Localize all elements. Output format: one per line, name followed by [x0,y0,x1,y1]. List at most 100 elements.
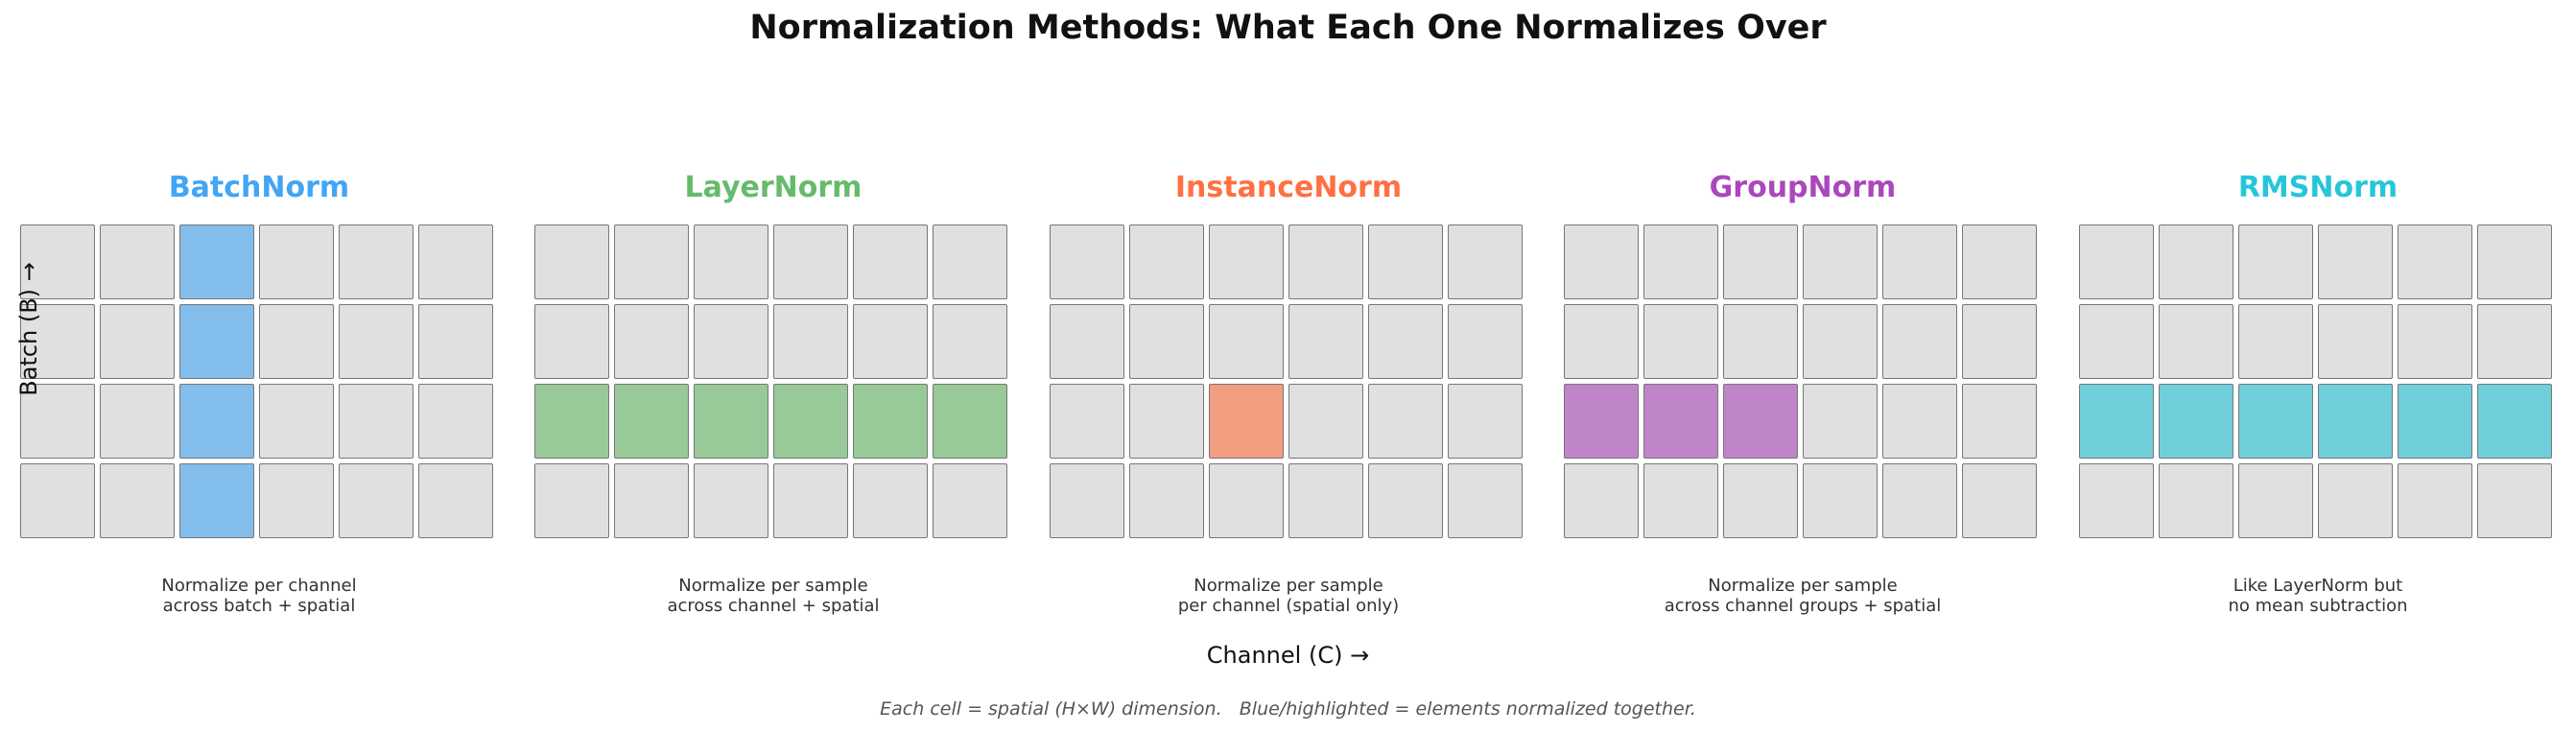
highlighted-cell [179,304,254,379]
x-axis-label: Channel (C) → [1206,642,1370,669]
grid-cell [614,463,689,538]
grid-cell [1448,224,1523,299]
highlighted-cell [2318,384,2393,459]
grid-cell [773,224,848,299]
grid-cell [418,384,493,459]
caption-line: Normalize per sample [1193,576,1383,596]
grid-cell [259,224,334,299]
panel-title: InstanceNorm [1174,171,1403,204]
grid-cell [1803,463,1878,538]
grid-cell [534,463,609,538]
grid-cell [2477,463,2552,538]
highlighted-cell [2398,384,2472,459]
grid-cell [2159,304,2233,379]
grid-cell [339,384,414,459]
highlighted-cell [614,384,689,459]
grid-cell [1882,224,1957,299]
grid-cell [1050,304,1124,379]
grid-cell [1368,384,1443,459]
highlighted-cell [179,463,254,538]
grid-cell [2318,224,2393,299]
grid-cell [339,304,414,379]
caption-line: Normalize per sample [1708,576,1898,596]
grid-cell [418,224,493,299]
cell-grid [534,224,1012,541]
grid-cell [20,463,95,538]
grid-cell [614,304,689,379]
grid-cell [1050,224,1124,299]
grid-cell [694,304,768,379]
highlighted-cell [1723,384,1798,459]
grid-cell [1448,463,1523,538]
highlighted-cell [1209,384,1284,459]
grid-cell [1803,224,1878,299]
grid-cell [1564,304,1639,379]
grid-cell [2238,463,2313,538]
grid-cell [1288,224,1363,299]
footnote: Each cell = spatial (H×W) dimension. Blu… [880,698,1696,720]
grid-cell [1803,304,1878,379]
grid-cell [1448,304,1523,379]
grid-cell [2079,224,2154,299]
grid-cell [2477,304,2552,379]
grid-cell [694,224,768,299]
highlighted-cell [853,384,928,459]
grid-cell [853,304,928,379]
grid-cell [1723,224,1798,299]
grid-cell [853,224,928,299]
grid-cell [1209,463,1284,538]
grid-cell [20,304,95,379]
grid-cell [1129,384,1204,459]
highlighted-cell [179,384,254,459]
grid-cell [1129,463,1204,538]
caption-line: Normalize per channel [161,576,357,596]
grid-cell [1368,304,1443,379]
caption-line: per channel (spatial only) [1177,596,1400,616]
grid-cell [853,463,928,538]
grid-cell [1962,304,2037,379]
highlighted-cell [2238,384,2313,459]
highlighted-cell [179,224,254,299]
cell-grid [2079,224,2557,541]
grid-cell [534,224,609,299]
cell-grid [20,224,498,541]
grid-cell [1882,384,1957,459]
grid-cell [2159,463,2233,538]
caption-line: across channel + spatial [667,596,880,616]
grid-cell [1962,224,2037,299]
grid-cell [259,384,334,459]
grid-cell [20,224,95,299]
grid-cell [933,463,1007,538]
highlighted-cell [773,384,848,459]
y-axis-label: Batch (B) → [15,262,42,396]
caption-line: Normalize per sample [678,576,868,596]
grid-cell [1129,304,1204,379]
grid-cell [2079,304,2154,379]
grid-cell [1962,384,2037,459]
grid-cell [2238,224,2313,299]
caption-line: Like LayerNorm but [2233,576,2403,596]
panel-title: RMSNorm [2237,171,2399,204]
grid-cell [2238,304,2313,379]
grid-cell [2079,463,2154,538]
grid-cell [1368,463,1443,538]
grid-cell [2477,224,2552,299]
grid-cell [418,304,493,379]
panel-caption: Normalize per sample across channel + spa… [534,576,1012,616]
panel-caption: Normalize per channel across batch + spat… [20,576,498,616]
grid-cell [1803,384,1878,459]
highlighted-cell [694,384,768,459]
grid-cell [534,304,609,379]
grid-cell [2398,463,2472,538]
page-title: Normalization Methods: What Each One Nor… [749,9,1827,47]
panel-title: GroupNorm [1709,171,1897,204]
grid-cell [1723,463,1798,538]
grid-cell [2398,224,2472,299]
panel-title: LayerNorm [684,171,863,204]
grid-cell [2318,304,2393,379]
grid-cell [1882,304,1957,379]
grid-cell [933,224,1007,299]
grid-cell [259,304,334,379]
highlighted-cell [2477,384,2552,459]
panel-caption: Like LayerNorm but no mean subtraction [2079,576,2557,616]
